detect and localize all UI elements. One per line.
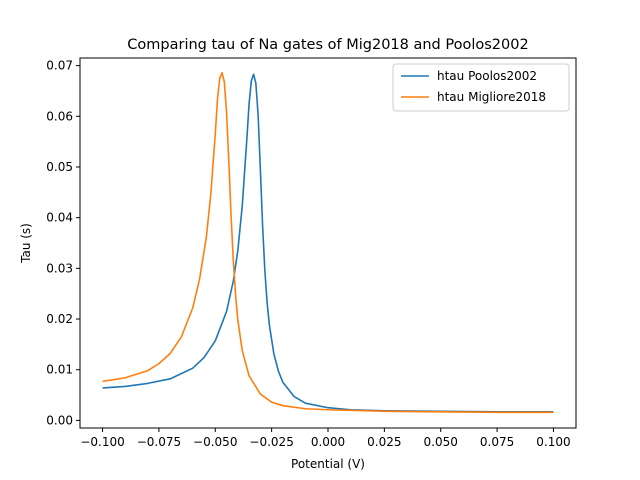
- chart-title: Comparing tau of Na gates of Mig2018 and…: [127, 37, 528, 53]
- y-tick-label: 0.00: [46, 413, 73, 427]
- legend: htau Poolos2002 htau Migliore2018: [392, 63, 570, 112]
- series-line-2: [102, 71, 554, 414]
- y-axis: 0.00 0.01 0.02 0.03 0.04 0.05 0.06 0.07: [46, 59, 80, 427]
- x-tick-label: 0.075: [480, 435, 514, 449]
- y-tick-label: 0.02: [46, 312, 73, 326]
- y-tick-label: 0.03: [46, 261, 73, 275]
- x-tick-label: 0.000: [311, 435, 345, 449]
- y-tick-label: 0.07: [46, 59, 73, 73]
- y-tick-label: 0.01: [46, 363, 73, 377]
- x-tick-label: 0.025: [367, 435, 401, 449]
- x-axis-label: Potential (V): [291, 457, 365, 471]
- y-tick-label: 0.04: [46, 211, 73, 225]
- x-tick-label: 0.100: [536, 435, 570, 449]
- x-tick-label: −0.050: [193, 435, 237, 449]
- legend-entry-1: htau Poolos2002: [437, 69, 537, 83]
- legend-box: [392, 63, 570, 112]
- y-tick-label: 0.05: [46, 160, 73, 174]
- y-axis-label: Tau (s): [19, 223, 33, 264]
- series-line-1: [102, 73, 554, 413]
- plot-lines: [102, 71, 554, 414]
- x-tick-label: −0.025: [249, 435, 293, 449]
- x-axis: −0.100 −0.075 −0.050 −0.025 0.000 0.025 0.050 0…: [80, 428, 571, 449]
- legend-entry-2: htau Migliore2018: [437, 90, 546, 104]
- x-tick-label: −0.100: [80, 435, 124, 449]
- y-tick-label: 0.06: [46, 109, 73, 123]
- x-tick-label: 0.050: [424, 435, 458, 449]
- x-tick-label: −0.075: [137, 435, 181, 449]
